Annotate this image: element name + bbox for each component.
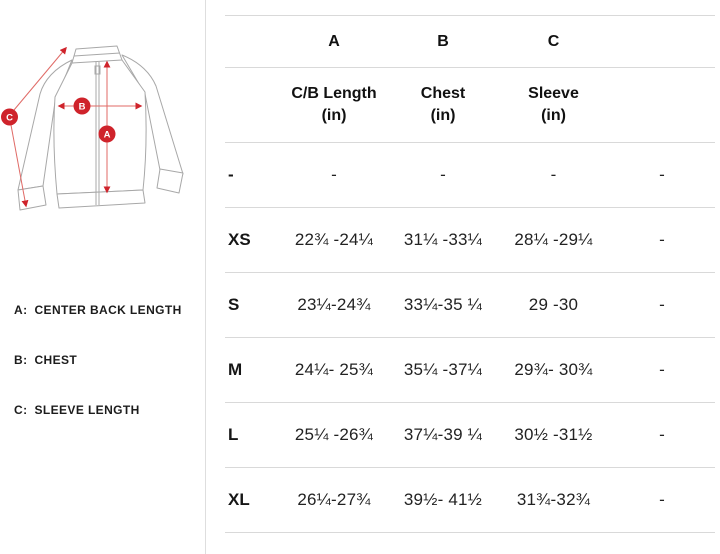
marker-c-label: C xyxy=(6,113,13,124)
col-header-sleeve: Sleeve (in) xyxy=(498,83,609,126)
sleeve-value: 29¾- 30¾ xyxy=(514,360,593,379)
table-row: XL 26¼-27¾ 39½- 41½ 31¾-32¾ - xyxy=(225,468,715,533)
extra-value: - xyxy=(659,165,665,184)
extra-value: - xyxy=(659,425,665,444)
size-label: XS xyxy=(228,230,251,249)
col-header-sleeve-label: Sleeve xyxy=(528,85,579,103)
col-header-cb-length: C/B Length (in) xyxy=(280,83,388,126)
marker-c: C xyxy=(1,108,18,126)
legend-item-a: A: CENTER BACK LENGTH xyxy=(14,303,182,317)
sleeve-value: 29 -30 xyxy=(528,295,579,314)
chest-value: 35¼ -37¼ xyxy=(403,360,483,379)
col-header-cb-length-label: C/B Length xyxy=(291,85,377,103)
table-row: S 23¼-24¾ 33¼-35 ¼ 29 -30 - xyxy=(225,273,715,338)
size-label: M xyxy=(228,360,243,379)
extra-value: - xyxy=(659,360,665,379)
table-row: - - - - - xyxy=(225,143,715,208)
sleeve-value: 30½ -31½ xyxy=(514,425,593,444)
measurement-annotations: A B C xyxy=(1,46,143,208)
legend-key-b: B: xyxy=(14,353,28,367)
cb-length-value: - xyxy=(331,165,337,184)
cb-length-value: 26¼-27¾ xyxy=(297,490,371,509)
col-header-sleeve-unit: (in) xyxy=(541,107,566,124)
table-row: M 24¼- 25¾ 35¼ -37¼ 29¾- 30¾ - xyxy=(225,338,715,403)
cb-length-value: 25¼ -26¾ xyxy=(294,425,374,444)
table-row: L 25¼ -26¾ 37¼-39 ¼ 30½ -31½ - xyxy=(225,403,715,468)
legend-key-a: A: xyxy=(14,303,28,317)
col-header-chest-unit: (in) xyxy=(430,107,456,124)
col-header-chest-label: Chest xyxy=(420,85,466,103)
col-letter-b: B xyxy=(437,32,449,50)
sleeve-value: 31¾-32¾ xyxy=(516,490,591,509)
cb-length-value: 24¼- 25¾ xyxy=(294,360,374,379)
jacket-outline xyxy=(17,45,184,211)
extra-value: - xyxy=(659,295,665,314)
diagram-panel: A B C A: CENTER BACK LENGTH B: CHEST C xyxy=(0,0,205,554)
chest-value: 37¼-39 ¼ xyxy=(403,425,483,444)
table-title-header-row: C/B Length (in) Chest (in) Sleeve (in) xyxy=(225,68,715,143)
legend-item-c: C: SLEEVE LENGTH xyxy=(14,403,140,417)
legend-item-b: B: CHEST xyxy=(14,353,77,367)
col-letter-a: A xyxy=(328,32,340,50)
marker-b: B xyxy=(73,97,91,115)
cb-length-value: 22¾ -24¼ xyxy=(294,230,374,249)
table-letter-header-row: A B C xyxy=(225,16,715,68)
col-header-chest: Chest (in) xyxy=(388,83,498,126)
legend-key-c: C: xyxy=(14,403,28,417)
size-label: L xyxy=(228,425,239,444)
jacket-measurement-diagram: A B C xyxy=(1,45,184,211)
cb-length-value: 23¼-24¾ xyxy=(297,295,371,314)
legend-label-c: SLEEVE LENGTH xyxy=(34,403,140,417)
marker-a-label: A xyxy=(104,130,111,141)
marker-b-label: B xyxy=(79,102,86,113)
chest-value: 33¼-35 ¼ xyxy=(403,295,483,314)
sleeve-value: 28¼ -29¼ xyxy=(514,230,593,249)
table-row: XS 22¾ -24¼ 31¼ -33¼ 28¼ -29¼ - xyxy=(225,208,715,273)
chest-value: - xyxy=(440,165,446,184)
legend-label-a: CENTER BACK LENGTH xyxy=(34,303,182,317)
extra-value: - xyxy=(659,490,665,509)
col-letter-c: C xyxy=(547,32,560,50)
legend-label-b: CHEST xyxy=(34,353,78,367)
size-table: A B C C/B Length (in) Chest (in) Sleeve … xyxy=(225,15,715,533)
marker-a: A xyxy=(98,125,116,143)
extra-value: - xyxy=(659,230,665,249)
sleeve-value: - xyxy=(550,165,557,184)
size-label: XL xyxy=(228,490,250,509)
col-header-cb-length-unit: (in) xyxy=(321,107,347,124)
chest-value: 39½- 41½ xyxy=(403,490,483,509)
size-label: - xyxy=(228,165,234,184)
chest-value: 31¼ -33¼ xyxy=(403,230,483,249)
size-label: S xyxy=(228,295,240,314)
panel-divider xyxy=(205,0,206,554)
